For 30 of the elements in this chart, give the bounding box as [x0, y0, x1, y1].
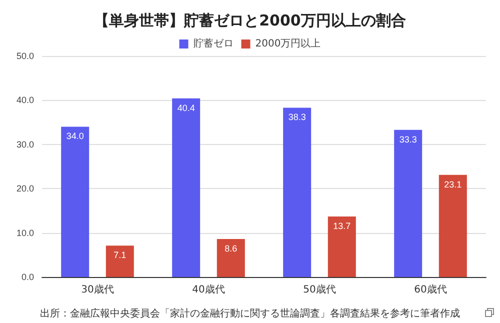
legend-label: 2000万円以上 — [255, 38, 321, 50]
data-label: 38.3 — [288, 112, 306, 122]
x-tick-label: 60歳代 — [414, 284, 447, 296]
bar — [328, 216, 356, 277]
y-tick-label: 40.0 — [16, 95, 34, 106]
data-label: 34.0 — [66, 131, 84, 142]
chart-title: 【単身世帯】貯蓄ゼロと2000万円以上の割合 — [94, 12, 406, 30]
y-tick-label: 20.0 — [16, 184, 34, 194]
y-tick-label: 30.0 — [16, 139, 34, 150]
bar — [438, 174, 467, 277]
y-tick-label: 10.0 — [16, 228, 34, 238]
data-label: 7.1 — [114, 250, 126, 260]
bar — [172, 98, 200, 277]
bar — [61, 126, 90, 277]
y-tick-label: 50.0 — [16, 51, 34, 61]
bar — [283, 108, 312, 277]
x-tick-label: 30歳代 — [81, 284, 114, 296]
legend-label: 貯蓄ゼロ — [193, 38, 234, 50]
data-label: 33.3 — [399, 134, 417, 144]
data-label: 13.7 — [333, 220, 351, 231]
bar — [394, 130, 422, 277]
bar — [106, 246, 134, 277]
x-tick-label: 50歳代 — [303, 284, 336, 296]
bar — [216, 238, 245, 277]
x-tick-label: 40歳代 — [192, 284, 225, 296]
data-label: 23.1 — [444, 179, 462, 190]
data-label: 8.6 — [224, 243, 238, 254]
data-label: 40.4 — [177, 102, 195, 113]
y-tick-label: 0.0 — [21, 272, 34, 282]
text: 出所：金融広報中央委員会「家計の金融行動に関する世論調査」各調査結果を参考に筆者作成 — [40, 308, 460, 320]
